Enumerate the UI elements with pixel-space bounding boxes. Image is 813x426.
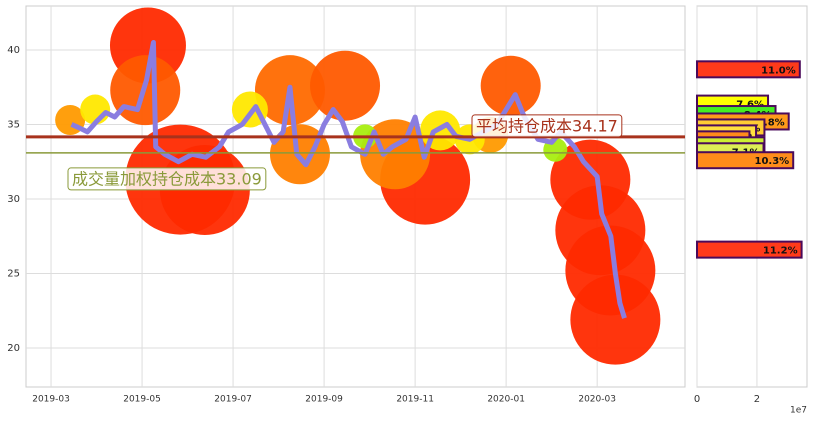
bubble bbox=[231, 91, 268, 128]
bubble bbox=[570, 274, 661, 365]
x-offset-label: 1e7 bbox=[790, 406, 807, 416]
y-tick-label: 30 bbox=[7, 194, 20, 205]
bar-label: 10.3% bbox=[755, 156, 790, 167]
x-tick-label: 0 bbox=[694, 394, 700, 405]
bar-label: 11.2% bbox=[763, 246, 798, 257]
x-tick-label: 2020-01 bbox=[487, 395, 525, 405]
annotation-box bbox=[471, 114, 623, 138]
bubble bbox=[310, 50, 381, 121]
y-tick-label: 20 bbox=[7, 343, 20, 354]
x-tick-label: 2020-03 bbox=[578, 395, 616, 405]
bar bbox=[696, 240, 803, 259]
y-tick-label: 25 bbox=[7, 268, 20, 279]
x-tick-label: 2019-05 bbox=[123, 395, 161, 405]
x-tick-label: 2019-03 bbox=[32, 395, 70, 405]
bar-label: 11.0% bbox=[761, 65, 796, 76]
price-line bbox=[70, 40, 627, 319]
x-tick-label: 2 bbox=[754, 394, 760, 405]
bubble bbox=[550, 139, 631, 220]
annotation-box bbox=[67, 167, 267, 191]
bar bbox=[696, 151, 795, 170]
bar-label: 9.8% bbox=[757, 117, 785, 128]
annotation-label: 平均持仓成本34.17 bbox=[476, 116, 618, 135]
bar bbox=[696, 60, 801, 79]
y-tick-label: 40 bbox=[7, 45, 20, 56]
x-tick-label: 2019-07 bbox=[214, 395, 252, 405]
x-tick-label: 2019-11 bbox=[396, 395, 434, 405]
x-tick-label: 2019-09 bbox=[305, 395, 343, 405]
y-tick-label: 35 bbox=[7, 119, 20, 130]
bubble bbox=[480, 55, 541, 116]
annotation-label: 成交量加权持仓成本33.09 bbox=[72, 169, 262, 188]
